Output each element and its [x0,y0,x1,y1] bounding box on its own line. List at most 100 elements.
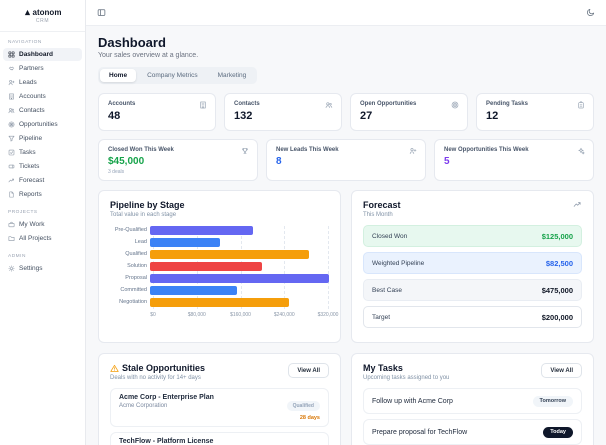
stage-bar [150,250,310,259]
sidebar-item[interactable]: Tasks [3,146,82,159]
sidebar-item-label: All Projects [19,235,52,242]
bar-track [150,274,329,283]
sidebar-item[interactable]: Reports [3,188,82,201]
bar-track [150,226,329,235]
highlight-value: $45,000 [108,156,145,167]
stale-view-all-button[interactable]: View All [288,363,329,378]
grid-icon [8,51,15,58]
stage-label: Proposal [125,275,147,282]
forecast-rows: Closed Won $125,000 Weighted Pipeline $8… [363,225,582,328]
sidebar-item[interactable]: Partners [3,62,82,75]
task-label: Prepare proposal for TechFlow [372,428,468,436]
sidebar-section: Navigation Dashboard Partners [0,32,85,201]
forecast-subtitle: This Month [363,212,393,218]
sidebar-item-label: Settings [19,265,43,272]
highlight-subtext: 3 deals [108,169,125,175]
target-icon [8,121,15,128]
dashboard-content: Dashboard Your sales overview at a glanc… [86,26,606,445]
x-tick-label: $80,000 [187,312,206,318]
main-area: Dashboard Your sales overview at a glanc… [86,0,606,445]
task-row[interactable]: Follow up with Acme Corp Tomorrow [363,388,582,414]
x-gridline [328,226,329,309]
stat-label: Pending Tasks [486,101,528,107]
bar-track [150,286,329,295]
tasks-view-all-button[interactable]: View All [541,363,582,378]
page-subtitle: Your sales overview at a glance. [98,52,199,59]
brand: atonom CRM [0,0,85,32]
stat-value: 12 [486,110,499,122]
stat-label: Open Opportunities [360,101,417,107]
task-row[interactable]: Prepare proposal for TechFlow Today [363,419,582,445]
brand-subtitle: CRM [35,18,50,24]
sidebar-item-label: Accounts [19,93,46,100]
trend-up-icon [573,200,582,209]
forecast-row-label: Weighted Pipeline [372,259,425,267]
sidebar-item[interactable]: Settings [3,262,82,275]
pipeline-bar-row: Negotiation [110,298,329,307]
sidebar-item[interactable]: Tickets [3,160,82,173]
sidebar-item[interactable]: Forecast [3,174,82,187]
sidebar-toggle-icon[interactable] [97,8,106,17]
pipeline-bar-row: Proposal [110,274,329,283]
pipeline-bar-row: Committed [110,286,329,295]
forecast-row-value: $125,000 [541,231,573,241]
warning-icon [110,364,119,373]
tab[interactable]: Marketing [209,69,256,82]
sidebar-item-label: Contacts [19,107,45,114]
brand-logo-icon [24,9,31,16]
bar-track [150,250,329,259]
stage-bar [150,262,262,271]
stat-value: 48 [108,110,121,122]
folder-icon [8,235,15,242]
opportunity-row[interactable]: Acme Corp - Enterprise Plan Acme Corpora… [110,388,329,427]
my-tasks-panel: My Tasks Upcoming tasks assigned to you … [351,353,594,445]
funnel-icon [8,135,15,142]
stage-bar [150,238,220,247]
stage-label: Qualified [125,251,147,258]
users-icon [8,107,15,114]
tasks-subtitle: Upcoming tasks assigned to you [363,375,450,381]
highlight-label: New Leads This Week [276,147,339,153]
highlight-card: New Opportunities This Week 5 [434,139,594,181]
x-tick-label: $0 [150,312,156,318]
sidebar-item[interactable]: Pipeline [3,132,82,145]
theme-toggle-icon[interactable] [586,8,595,17]
gear-icon [8,265,15,272]
x-gridline [284,226,286,309]
stage-badge: Qualified [286,401,320,411]
stage-bar [150,226,254,235]
handshake-icon [8,65,15,72]
sidebar-item[interactable]: Contacts [3,104,82,117]
pipeline-rows: Pre-Qualified Lead Qualified Solution Propos… [110,226,329,307]
highlights-row: Closed Won This Week $45,000 3 deals New… [98,139,594,181]
highlight-label: New Opportunities This Week [444,147,529,153]
opportunity-row[interactable]: TechFlow - Platform License TechFlow Sol… [110,432,329,445]
highlight-card: New Leads This Week 8 [266,139,426,181]
ticket-icon [8,163,15,170]
tab[interactable]: Company Metrics [138,69,207,82]
clipboard-icon [577,101,585,109]
stage-label: Solution [127,263,147,270]
sidebar-item[interactable]: Leads [3,76,82,89]
tab-bar: Home Company Metrics Marketing [98,67,258,84]
sidebar-item[interactable]: Opportunities [3,118,82,131]
stage-label: Lead [134,239,147,246]
sidebar-item[interactable]: All Projects [3,232,82,245]
forecast-row-value: $82,500 [545,258,573,268]
sidebar-item-label: Opportunities [19,121,58,128]
forecast-row-label: Best Case [372,286,402,294]
sidebar-item[interactable]: My Work [3,218,82,231]
pipeline-chart: Pre-Qualified Lead Qualified Solution Propos… [110,226,338,319]
forecast-row: Target $200,000 [363,306,582,328]
sidebar-item[interactable]: Accounts [3,90,82,103]
trophy-icon [241,147,249,155]
sidebar-item[interactable]: Dashboard [3,48,82,61]
stale-title: Stale Opportunities [122,363,206,373]
sidebar-item-label: Reports [19,191,42,198]
topbar [86,0,606,26]
forecast-row: Closed Won $125,000 [363,225,582,247]
page-title: Dashboard [98,35,166,50]
x-tick-label: $160,000 [230,312,251,318]
tab[interactable]: Home [100,69,137,82]
